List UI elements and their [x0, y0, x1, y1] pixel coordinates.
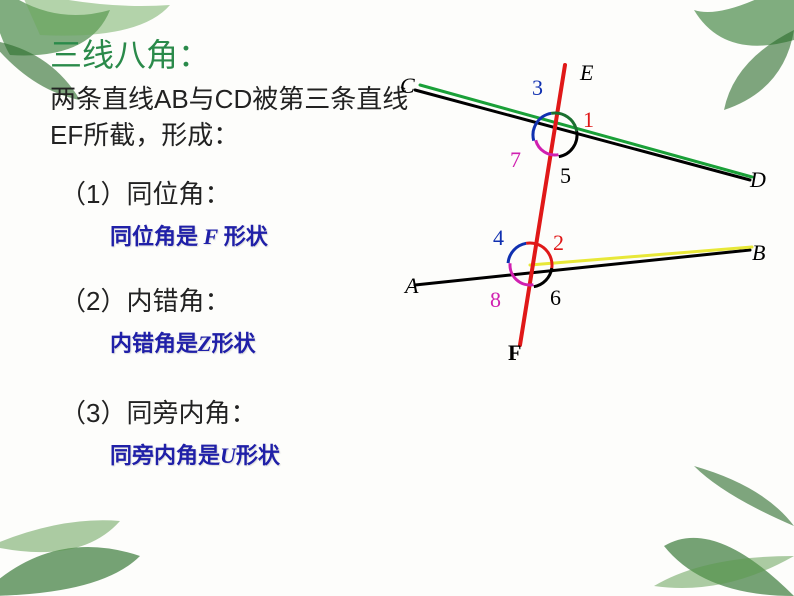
slide-content: 三线八角： 两条直线AB与CD被第三条直线EF所截，形成： （1）同位角： 同位… [0, 0, 794, 596]
item-2-num: （2） [60, 286, 126, 316]
angle-diagram: C E D A B F 1 2 3 4 5 6 7 8 [380, 55, 780, 375]
angle-4: 4 [493, 225, 504, 251]
angle-8: 8 [490, 287, 501, 313]
slide-intro: 两条直线AB与CD被第三条直线EF所截，形成： [50, 81, 430, 154]
label-F: F [508, 340, 521, 366]
item-3: （3）同旁内角： [60, 393, 764, 430]
item-1-num: （1） [60, 179, 126, 209]
item-2-label: 内错角： [126, 286, 230, 316]
angle-2: 2 [553, 230, 564, 256]
angle-5: 5 [560, 163, 571, 189]
item-3-num: （3） [60, 398, 126, 428]
label-B: B [752, 240, 765, 266]
angle-6: 6 [550, 285, 561, 311]
label-D: D [750, 167, 766, 193]
item-3-note: 同旁内角是U形状 [110, 438, 764, 470]
label-C: C [400, 73, 415, 99]
angle-1: 1 [583, 107, 594, 133]
label-A: A [405, 273, 418, 299]
item-3-label: 同旁内角： [126, 398, 256, 428]
angle-3: 3 [532, 75, 543, 101]
item-1-label: 同位角： [126, 179, 230, 209]
label-E: E [580, 60, 593, 86]
angle-7: 7 [510, 147, 521, 173]
